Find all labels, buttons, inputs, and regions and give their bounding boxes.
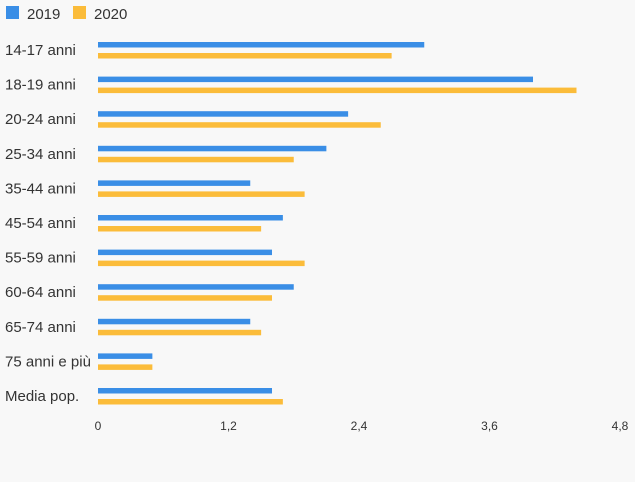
category-label: 18-19 anni <box>5 77 76 94</box>
bar-2019-2 <box>98 111 349 117</box>
category-labels: 14-17 anni 18-19 anni 20-24 anni 25-34 anni… <box>5 42 91 405</box>
legend-label-2019: 2019 <box>27 6 60 23</box>
bar-2020-5 <box>98 226 262 232</box>
category-label: 14-17 anni <box>5 42 76 59</box>
bar-2019-7 <box>98 284 294 290</box>
x-tick-label: 2,4 <box>351 419 368 433</box>
bar-2020-8 <box>98 329 262 336</box>
category-label: 25-34 anni <box>5 146 76 163</box>
bar-2019-4 <box>98 180 251 186</box>
bar-2020-7 <box>98 295 272 301</box>
bar-2020-4 <box>98 191 305 197</box>
category-label: 55-59 anni <box>5 250 76 267</box>
bar-2019-0 <box>98 42 425 48</box>
legend-swatch-2019 <box>6 6 19 19</box>
category-label: 45-54 anni <box>5 215 76 232</box>
category-label: 35-44 anni <box>5 180 76 197</box>
bar-2019-9 <box>98 353 153 359</box>
category-label: 20-24 anni <box>5 111 76 128</box>
chart-legend: 2019 2020 <box>6 6 127 23</box>
bar-2019-1 <box>98 76 533 83</box>
bar-2019-3 <box>98 145 327 152</box>
bar-2020-9 <box>98 364 153 370</box>
bar-2020-3 <box>98 156 294 163</box>
bar-2019-8 <box>98 318 251 325</box>
chart-bars <box>98 42 577 405</box>
legend-swatch-2020 <box>73 6 86 19</box>
x-tick-label: 4,8 <box>612 419 629 433</box>
x-tick-label: 1,2 <box>220 419 237 433</box>
x-tick-label: 3,6 <box>481 419 498 433</box>
bar-2020-10 <box>98 399 283 405</box>
bar-2019-10 <box>98 388 272 394</box>
x-tick-label: 0 <box>95 419 102 433</box>
bar-2019-6 <box>98 249 272 256</box>
legend-label-2020: 2020 <box>94 6 127 23</box>
bar-2019-5 <box>98 215 283 221</box>
bar-2020-6 <box>98 260 305 267</box>
bar-2020-0 <box>98 53 392 59</box>
category-label: 65-74 anni <box>5 319 76 336</box>
category-label: Media pop. <box>5 388 79 405</box>
category-label: 75 anni e più <box>5 353 91 370</box>
bar-2020-2 <box>98 122 381 128</box>
bar-2020-1 <box>98 87 577 94</box>
category-label: 60-64 anni <box>5 284 76 301</box>
x-axis-ticks: 0 1,2 2,4 3,6 4,8 <box>95 419 629 433</box>
